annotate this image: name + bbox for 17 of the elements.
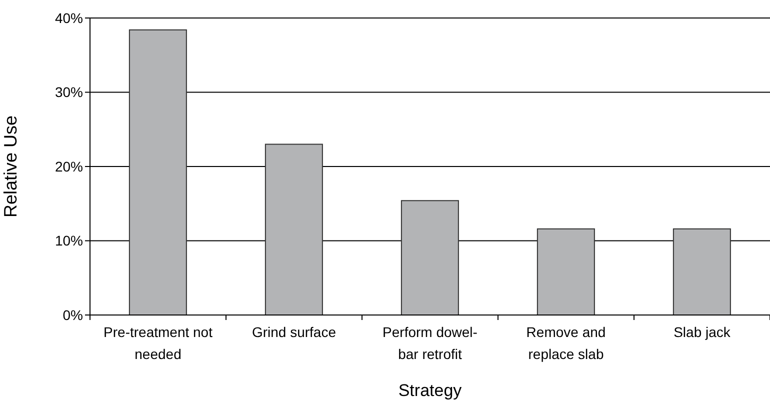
x-axis-title: Strategy — [398, 381, 462, 400]
bar — [128, 29, 187, 315]
y-tick-label: 30% — [54, 84, 83, 100]
y-axis-title: Relative Use — [0, 115, 20, 218]
x-tick-label: Slab jack — [674, 324, 732, 340]
y-tick-label: 40% — [54, 10, 83, 26]
x-tick-label: Remove and replace slab — [526, 324, 606, 362]
bar — [672, 228, 731, 315]
y-tick-label: 10% — [54, 232, 83, 249]
bar — [400, 200, 459, 315]
x-tick-label: Grind surface — [252, 324, 336, 340]
x-tick-label: Perform dowel- bar retrofit — [382, 324, 478, 362]
bar — [536, 228, 595, 315]
y-tick-label: 0% — [62, 306, 83, 323]
x-tick-label: Pre-treatment not needed — [104, 324, 213, 362]
y-tick-label: 20% — [54, 158, 83, 174]
bar — [264, 144, 323, 315]
